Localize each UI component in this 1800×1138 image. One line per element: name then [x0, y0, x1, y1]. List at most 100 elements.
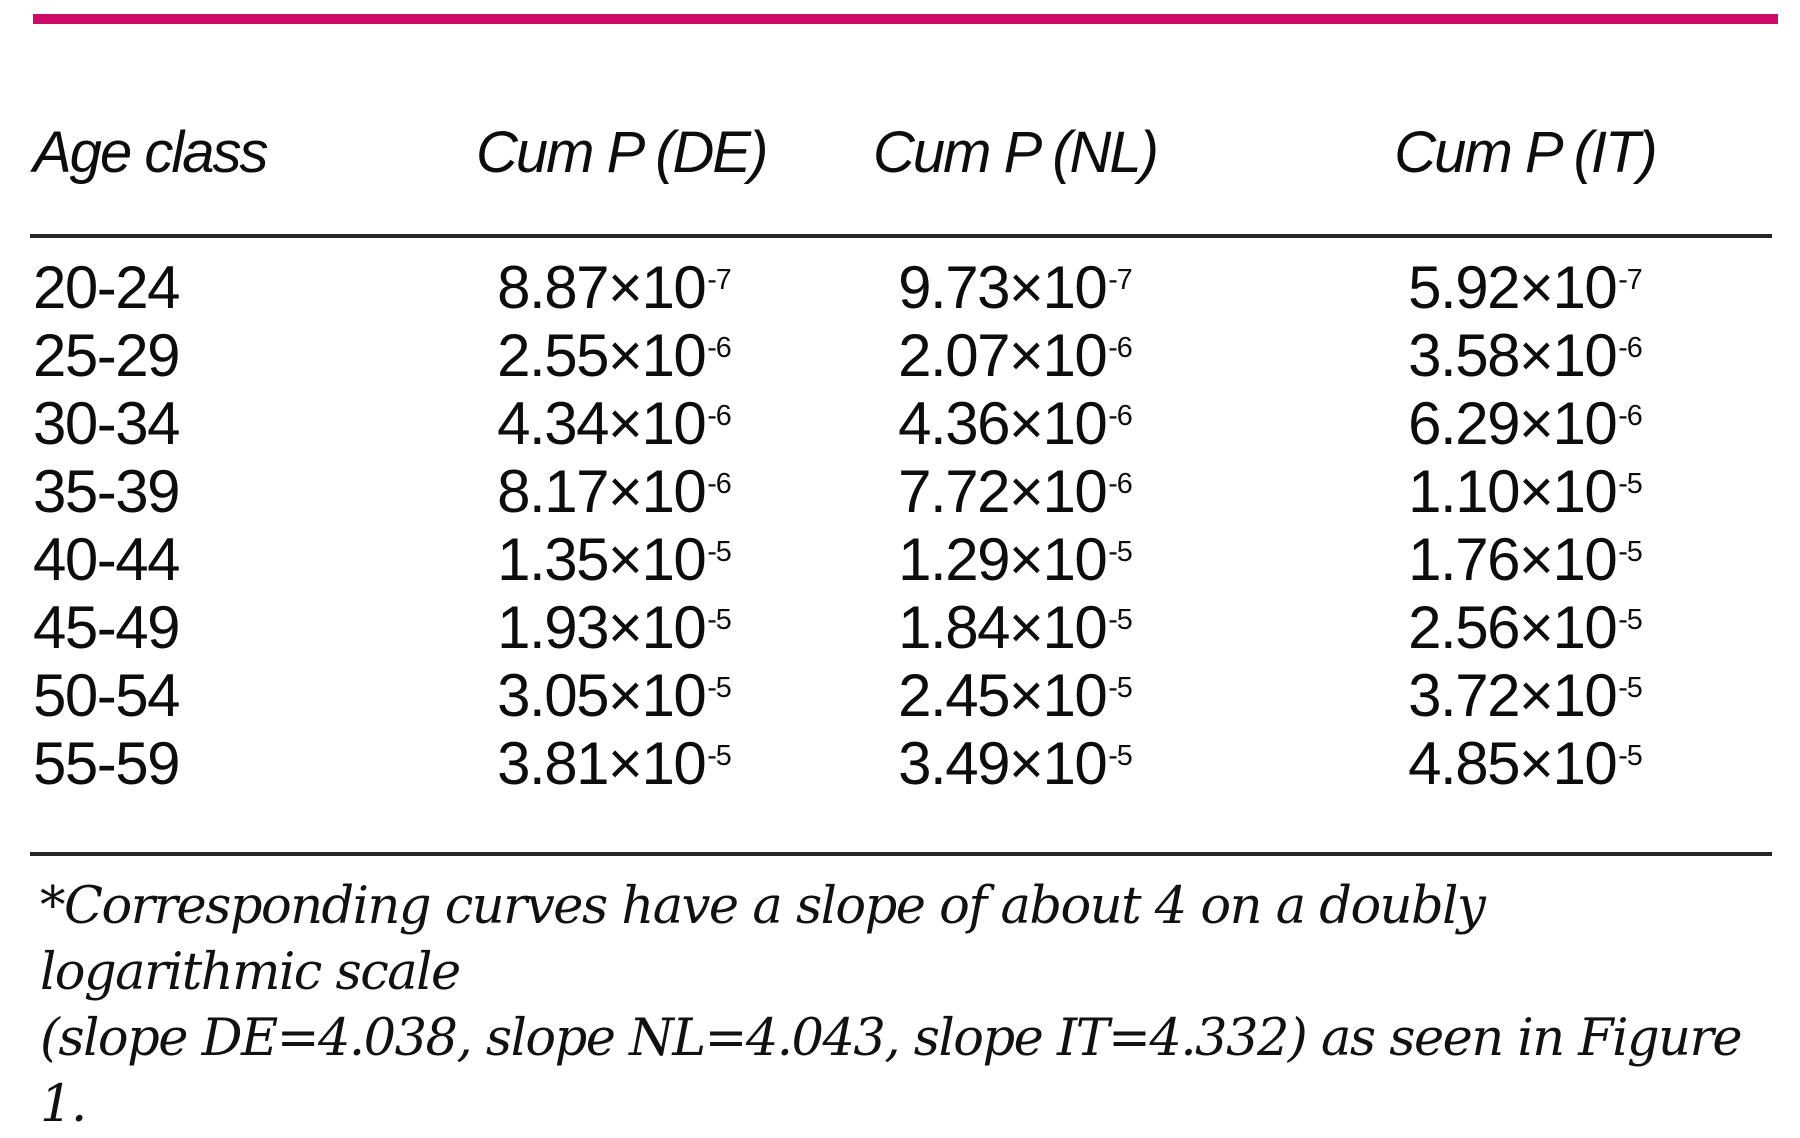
cum-p-it-cell: 4.85×10-5: [1278, 730, 1772, 798]
cum-p-de-cell: 2.55×10-6: [476, 322, 752, 390]
cum-p-it-cell: 5.92×10-7: [1278, 254, 1772, 322]
cum-p-it-cell: 2.56×10-5: [1278, 594, 1772, 662]
accent-bar: [33, 14, 1778, 24]
age-class-cell: 25-29: [33, 322, 180, 389]
value-exponent: -6: [707, 468, 732, 500]
cum-p-de-cell: 3.81×10-5: [476, 730, 752, 798]
value-exponent: -5: [1618, 740, 1643, 772]
value-mantissa: 2.45×10: [898, 662, 1108, 729]
value-exponent: -5: [1108, 740, 1133, 772]
value-exponent: -5: [1108, 604, 1133, 636]
cum-p-it-cell: 3.58×10-6: [1278, 322, 1772, 390]
value-mantissa: 6.29×10: [1408, 390, 1618, 457]
cum-p-de-cell: 1.35×10-5: [476, 526, 752, 594]
cum-p-nl-cell: 1.29×10-5: [752, 526, 1278, 594]
value-exponent: -5: [1618, 604, 1643, 636]
value-exponent: -6: [707, 400, 732, 432]
value-mantissa: 4.36×10: [898, 390, 1108, 457]
cum-p-nl-cell: 2.45×10-5: [752, 662, 1278, 730]
value-mantissa: 7.72×10: [898, 458, 1108, 525]
age-class-cell: 45-49: [33, 594, 180, 661]
value-mantissa: 1.76×10: [1408, 526, 1618, 593]
cum-p-de-cell: 1.93×10-5: [476, 594, 752, 662]
value-exponent: -6: [1108, 332, 1133, 364]
value-mantissa: 3.81×10: [497, 730, 707, 797]
value-exponent: -5: [1618, 672, 1643, 704]
value-exponent: -7: [1618, 264, 1643, 296]
value-mantissa: 2.55×10: [497, 322, 707, 389]
value-exponent: -5: [707, 672, 732, 704]
table-row: 50-54 3.05×10-5 2.45×10-5 3.72×10-5: [0, 662, 1800, 730]
table-header-row: Age class Cum P (DE) Cum P (NL) Cum P (I…: [0, 112, 1800, 194]
value-exponent: -6: [707, 332, 732, 364]
value-mantissa: 3.05×10: [497, 662, 707, 729]
value-mantissa: 2.56×10: [1408, 594, 1618, 661]
footer-rule: [30, 852, 1772, 856]
value-mantissa: 3.49×10: [898, 730, 1108, 797]
cum-p-de-cell: 4.34×10-6: [476, 390, 752, 458]
value-exponent: -6: [1108, 400, 1133, 432]
value-mantissa: 9.73×10: [898, 254, 1108, 321]
cum-p-it-cell: 3.72×10-5: [1278, 662, 1772, 730]
value-exponent: -5: [1618, 468, 1643, 500]
age-class-cell: 30-34: [33, 390, 180, 457]
age-class-cell: 55-59: [33, 730, 180, 797]
table-row: 45-49 1.93×10-5 1.84×10-5 2.56×10-5: [0, 594, 1800, 662]
cum-p-nl-cell: 7.72×10-6: [752, 458, 1278, 526]
value-exponent: -5: [1108, 672, 1133, 704]
cum-p-nl-cell: 2.07×10-6: [752, 322, 1278, 390]
cum-p-nl-cell: 9.73×10-7: [752, 254, 1278, 322]
cum-p-nl-cell: 3.49×10-5: [752, 730, 1278, 798]
footnote-line-1: *Corresponding curves have a slope of ab…: [40, 877, 1486, 1002]
value-mantissa: 8.17×10: [497, 458, 707, 525]
value-mantissa: 1.84×10: [898, 594, 1108, 661]
age-class-cell: 35-39: [33, 458, 180, 525]
value-mantissa: 1.10×10: [1408, 458, 1618, 525]
table-row: 40-44 1.35×10-5 1.29×10-5 1.76×10-5: [0, 526, 1800, 594]
col-header-cum-p-de: Cum P (DE): [476, 120, 768, 185]
value-exponent: -7: [707, 264, 732, 296]
cum-p-nl-cell: 1.84×10-5: [752, 594, 1278, 662]
table-row: 30-34 4.34×10-6 4.36×10-6 6.29×10-6: [0, 390, 1800, 458]
cum-p-it-cell: 6.29×10-6: [1278, 390, 1772, 458]
value-mantissa: 4.34×10: [497, 390, 707, 457]
table-body: 20-24 8.87×10-7 9.73×10-7 5.92×10-7 25-29 2.5…: [0, 254, 1800, 798]
value-exponent: -5: [707, 604, 732, 636]
age-class-cell: 40-44: [33, 526, 180, 593]
col-header-cum-p-nl: Cum P (NL): [873, 120, 1159, 185]
table-footnote: *Corresponding curves have a slope of ab…: [0, 874, 1800, 1138]
col-header-cum-p-it: Cum P (IT): [1394, 120, 1657, 185]
value-exponent: -6: [1108, 468, 1133, 500]
value-mantissa: 3.58×10: [1408, 322, 1618, 389]
value-mantissa: 8.87×10: [497, 254, 707, 321]
value-mantissa: 3.72×10: [1408, 662, 1618, 729]
value-exponent: -7: [1108, 264, 1133, 296]
value-mantissa: 5.92×10: [1408, 254, 1618, 321]
cum-p-it-cell: 1.76×10-5: [1278, 526, 1772, 594]
age-class-cell: 20-24: [33, 254, 180, 321]
value-mantissa: 1.29×10: [898, 526, 1108, 593]
footnote-line-2: (slope DE=4.038, slope NL=4.043, slope I…: [40, 1009, 1743, 1134]
value-exponent: -5: [1108, 536, 1133, 568]
value-mantissa: 4.85×10: [1408, 730, 1618, 797]
table-row: 35-39 8.17×10-6 7.72×10-6 1.10×10-5: [0, 458, 1800, 526]
value-exponent: -5: [707, 536, 732, 568]
table-row: 20-24 8.87×10-7 9.73×10-7 5.92×10-7: [0, 254, 1800, 322]
value-mantissa: 1.35×10: [497, 526, 707, 593]
cum-p-it-cell: 1.10×10-5: [1278, 458, 1772, 526]
table-row: 55-59 3.81×10-5 3.49×10-5 4.85×10-5: [0, 730, 1800, 798]
cum-p-de-cell: 3.05×10-5: [476, 662, 752, 730]
value-exponent: -6: [1618, 332, 1643, 364]
cum-p-nl-cell: 4.36×10-6: [752, 390, 1278, 458]
header-rule: [30, 234, 1772, 238]
value-exponent: -5: [707, 740, 732, 772]
age-class-cell: 50-54: [33, 662, 180, 729]
cum-p-de-cell: 8.17×10-6: [476, 458, 752, 526]
value-exponent: -6: [1618, 400, 1643, 432]
value-mantissa: 1.93×10: [497, 594, 707, 661]
value-mantissa: 2.07×10: [898, 322, 1108, 389]
value-exponent: -5: [1618, 536, 1643, 568]
table-row: 25-29 2.55×10-6 2.07×10-6 3.58×10-6: [0, 322, 1800, 390]
cum-p-de-cell: 8.87×10-7: [476, 254, 752, 322]
col-header-age-class: Age class: [33, 120, 268, 185]
